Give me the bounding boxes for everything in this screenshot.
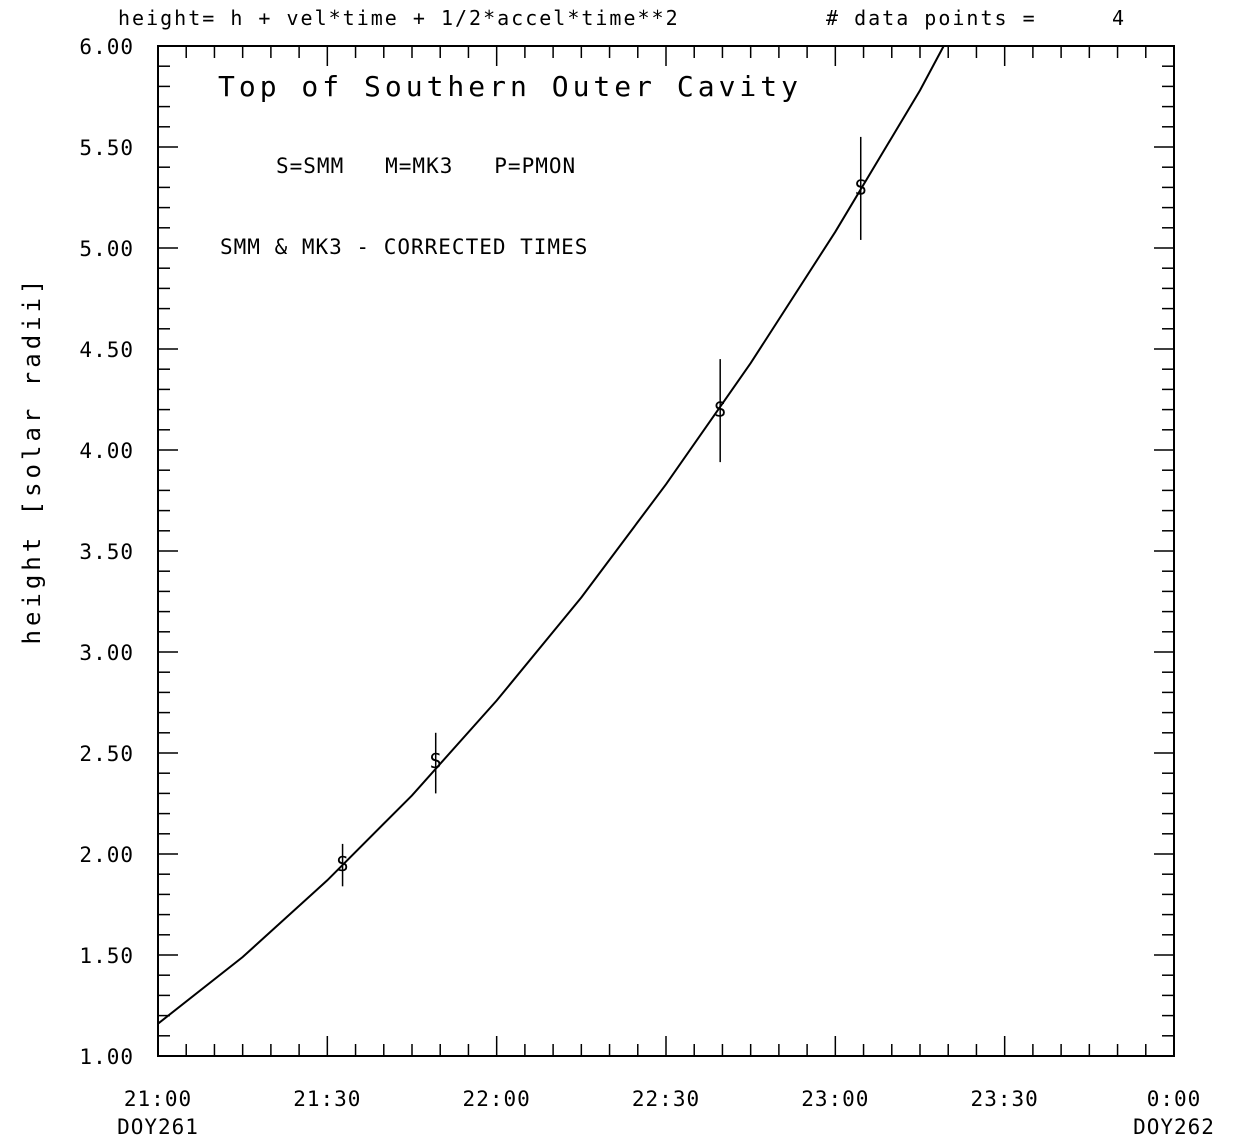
data-point: S <box>430 732 442 794</box>
y-tick-label: 4.50 <box>79 338 134 362</box>
y-tick-label: 1.50 <box>79 944 134 968</box>
x-tick-label: 22:00 <box>463 1087 531 1111</box>
chart-title: Top of Southern Outer Cavity <box>218 70 802 103</box>
point-marker: S <box>337 852 349 876</box>
header-data-points-value: 4 <box>1112 6 1126 30</box>
data-point: S <box>855 136 867 240</box>
data-point: S <box>714 359 726 463</box>
x-tick-label: 21:00 <box>124 1087 192 1111</box>
point-marker: S <box>855 175 867 199</box>
y-tick-label: 5.50 <box>79 136 134 160</box>
annotation-legend: S=SMM M=MK3 P=PMON <box>276 154 576 178</box>
data-points: S S S S <box>337 136 867 887</box>
x-tick-label: 22:30 <box>632 1087 700 1111</box>
data-point: S <box>337 843 349 887</box>
plot-frame <box>157 45 1175 1057</box>
axis-tick-labels: 21:00 DOY261 21:30 22:00 22:30 23:00 23:30 0:00… <box>79 35 1215 1139</box>
fit-curve <box>157 45 945 1025</box>
y-tick-label: 3.00 <box>79 641 134 665</box>
axis-ticks <box>157 45 1175 1057</box>
point-marker: S <box>714 398 726 422</box>
x-tick-sublabel: DOY261 <box>117 1115 199 1139</box>
y-tick-label: 2.00 <box>79 843 134 867</box>
header-equation: height= h + vel*time + 1/2*accel*time**2 <box>118 6 680 30</box>
point-marker: S <box>430 749 442 773</box>
x-tick-label: 21:30 <box>293 1087 361 1111</box>
header-data-points-label: # data points = <box>826 6 1037 30</box>
y-tick-label: 2.50 <box>79 742 134 766</box>
x-tick-label: 0:00 <box>1147 1087 1202 1111</box>
y-tick-label: 4.00 <box>79 439 134 463</box>
y-tick-label: 1.00 <box>79 1045 134 1069</box>
y-axis-label: height [solar radii] <box>18 276 46 645</box>
y-tick-label: 3.50 <box>79 540 134 564</box>
x-tick-label: 23:00 <box>801 1087 869 1111</box>
x-tick-label: 23:30 <box>971 1087 1039 1111</box>
x-tick-sublabel: DOY262 <box>1133 1115 1215 1139</box>
annotation-corrected-times: SMM & MK3 - CORRECTED TIMES <box>220 235 588 259</box>
y-tick-label: 6.00 <box>79 35 134 59</box>
y-tick-label: 5.00 <box>79 237 134 261</box>
